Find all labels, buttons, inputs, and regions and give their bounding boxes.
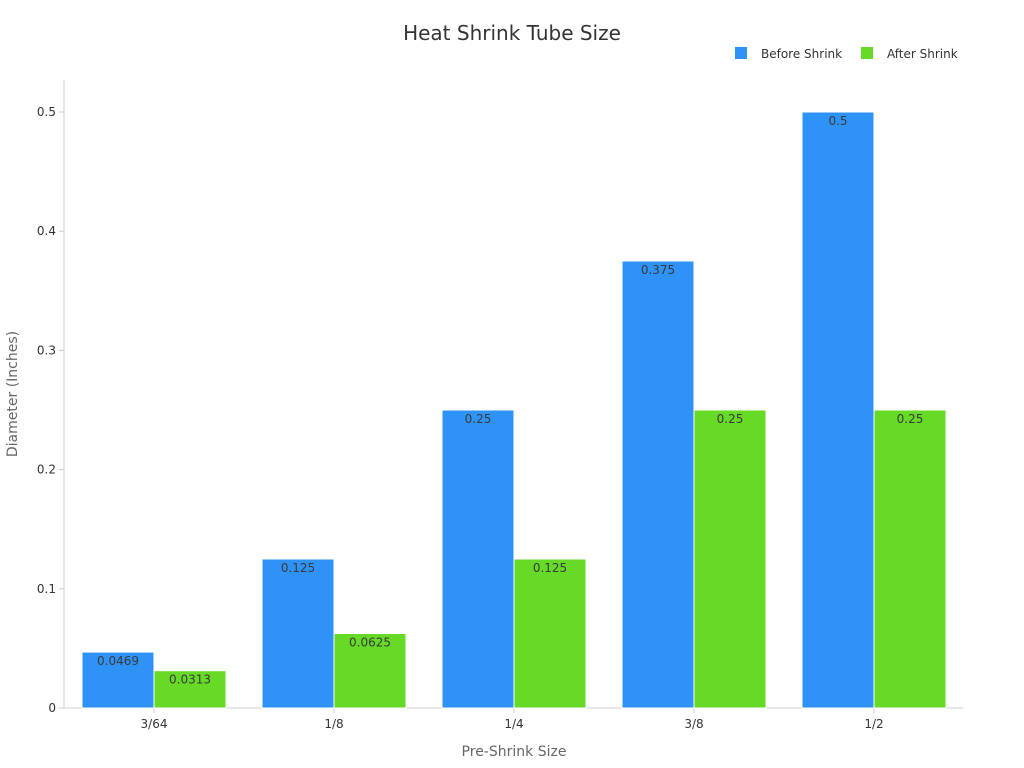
bar-before-shrink (621, 260, 695, 709)
x-tick-label: 1/4 (504, 717, 523, 731)
y-axis-ticks: 0 0.1 0.2 0.3 0.4 0.5 (37, 105, 64, 715)
bar-after-shrink (513, 558, 587, 709)
bar-value-label: 0.25 (465, 412, 492, 426)
bar-value-label: 0.125 (533, 561, 567, 575)
chart-title: Heat Shrink Tube Size (403, 21, 621, 45)
legend: Before Shrink After Shrink (735, 47, 958, 61)
bar-value-labels: 0.0469 0.0313 0.125 0.0625 0.25 0.125 0.375 0.2… (97, 114, 923, 687)
bar-before-shrink (261, 558, 335, 709)
x-tick-label: 1/2 (864, 717, 883, 731)
bar-value-label: 0.0625 (349, 636, 391, 650)
bar-before-shrink (81, 651, 155, 709)
bar-value-label: 0.5 (828, 114, 847, 128)
y-tick-label: 0.3 (37, 343, 56, 357)
bar-series (81, 111, 947, 709)
y-tick-label: 0 (48, 701, 56, 715)
x-tick-label: 3/8 (684, 717, 703, 731)
y-axis-title: Diameter (Inches) (5, 331, 21, 457)
bar-value-label: 0.25 (717, 412, 744, 426)
x-tick-label: 1/8 (324, 717, 343, 731)
legend-swatch (861, 47, 873, 59)
bar-value-label: 0.0469 (97, 654, 139, 668)
x-tick-label: 3/64 (141, 717, 168, 731)
bar-value-label: 0.375 (641, 263, 675, 277)
x-axis-title: Pre-Shrink Size (462, 744, 567, 760)
bar-value-label: 0.25 (897, 412, 924, 426)
bar-value-label: 0.125 (281, 561, 315, 575)
y-tick-label: 0.2 (37, 463, 56, 477)
y-tick-label: 0.5 (37, 105, 56, 119)
bar-value-label: 0.0313 (169, 673, 211, 687)
bar-after-shrink (873, 409, 947, 709)
y-tick-label: 0.4 (37, 224, 56, 238)
bar-before-shrink (801, 111, 875, 709)
bar-after-shrink (153, 670, 227, 709)
legend-label: After Shrink (887, 47, 958, 61)
bar-after-shrink (333, 633, 407, 709)
legend-label: Before Shrink (761, 47, 842, 61)
bar-after-shrink (693, 409, 767, 709)
bar-before-shrink (441, 409, 515, 709)
y-tick-label: 0.1 (37, 582, 56, 596)
x-axis-ticks: 3/64 1/8 1/4 3/8 1/2 (141, 708, 884, 731)
legend-swatch (735, 47, 747, 59)
